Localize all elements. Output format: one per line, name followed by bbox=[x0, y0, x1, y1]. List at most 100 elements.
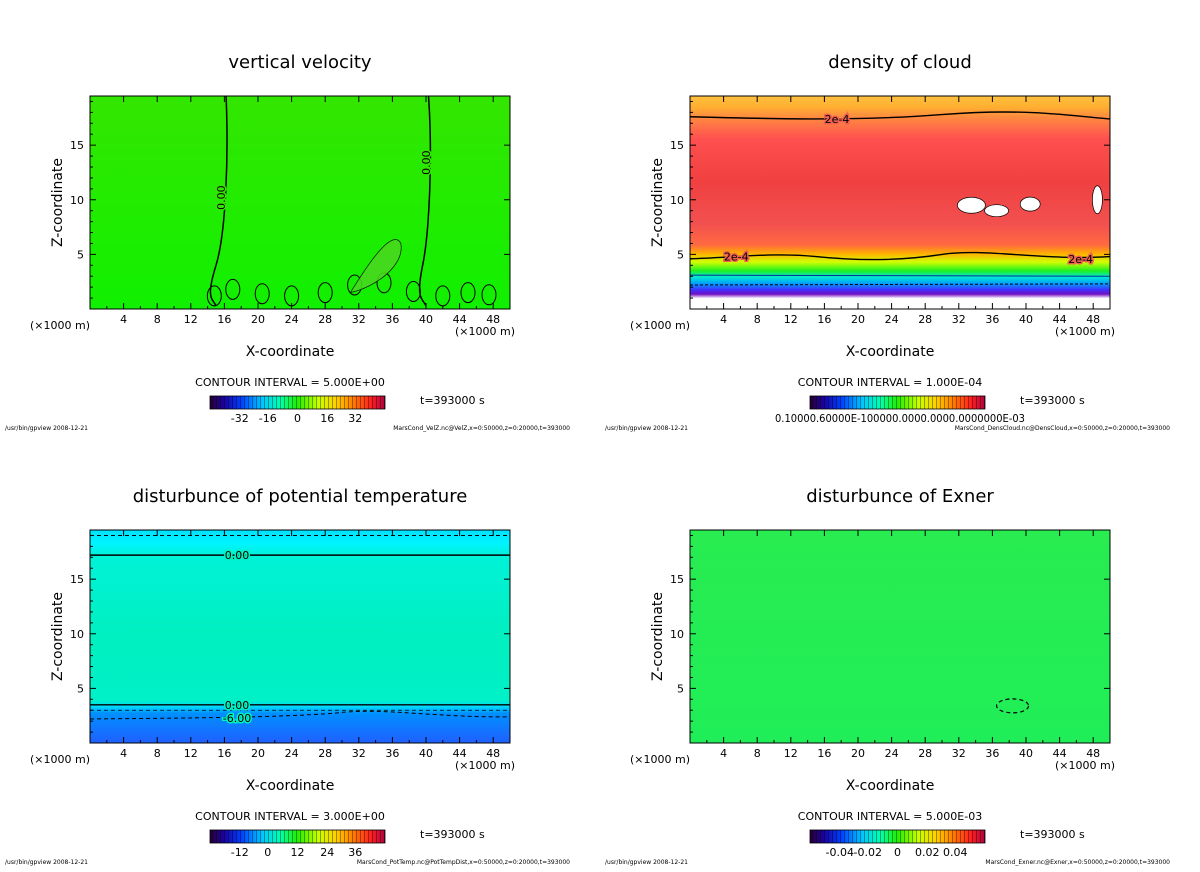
y-tick-label: 10 bbox=[670, 628, 684, 641]
cloud-gap bbox=[957, 196, 986, 214]
x-tick-label: 20 bbox=[251, 313, 265, 326]
x-tick-label: 8 bbox=[754, 313, 761, 326]
x-tick-label: 24 bbox=[285, 747, 299, 760]
x-tick-label: 4 bbox=[120, 313, 127, 326]
x-tick-label: 4 bbox=[720, 313, 727, 326]
colorbar-frame bbox=[809, 395, 986, 410]
time-label: t=393000 s bbox=[1020, 828, 1085, 841]
y-tick-label: 15 bbox=[70, 139, 84, 152]
contour-label: 0.00 bbox=[225, 699, 250, 712]
x-axis-label: X-coordinate bbox=[246, 778, 335, 794]
contour-blob bbox=[435, 285, 451, 307]
colorbar-tick-label: 0 bbox=[294, 412, 301, 425]
contour-blob bbox=[317, 282, 333, 304]
y-tick-label: 10 bbox=[670, 194, 684, 207]
x-tick-label: 8 bbox=[754, 747, 761, 760]
y-tick-label: 10 bbox=[70, 194, 84, 207]
x-tick-label: 28 bbox=[318, 313, 332, 326]
y-axis-label: Z-coordinate bbox=[650, 158, 666, 247]
x-tick-label: 36 bbox=[385, 747, 399, 760]
contour-label: -6.00 bbox=[223, 712, 251, 725]
x-tick-label: 36 bbox=[985, 747, 999, 760]
footer-right: MarsCond_DensCloud.nc@DensCloud,x=0:5000… bbox=[955, 425, 1170, 432]
x-tick-label: 44 bbox=[1053, 747, 1067, 760]
x-tick-label: 12 bbox=[784, 313, 798, 326]
x-tick-label: 48 bbox=[1086, 747, 1100, 760]
colorbar-tick-label: 12 bbox=[291, 846, 305, 859]
y-axis-label: Z-coordinate bbox=[50, 592, 66, 681]
x-tick-label: 28 bbox=[918, 747, 932, 760]
contour-line bbox=[689, 274, 1111, 277]
x-tick-label: 16 bbox=[217, 747, 231, 760]
x-unit-label-right: (×1000 m) bbox=[455, 325, 515, 338]
colorbar-tick-label: 36 bbox=[348, 846, 362, 859]
contour-blob bbox=[460, 282, 476, 304]
x-tick-label: 8 bbox=[154, 747, 161, 760]
y-tick-label: 5 bbox=[77, 682, 84, 695]
colorbar-tick-label: -12 bbox=[231, 846, 249, 859]
y-tick-label: 15 bbox=[70, 573, 84, 586]
x-tick-label: 20 bbox=[251, 747, 265, 760]
x-tick-label: 32 bbox=[352, 747, 366, 760]
contour-label: 2e-4 bbox=[1068, 253, 1093, 266]
contour-label: 2e-4 bbox=[724, 251, 749, 264]
colorbar-frame bbox=[209, 395, 386, 410]
footer-left: /usr/bin/gpview 2008-12-21 bbox=[605, 425, 688, 432]
x-tick-label: 12 bbox=[784, 747, 798, 760]
chart-title: disturbunce of potential temperature bbox=[133, 486, 468, 507]
contour-line bbox=[209, 95, 228, 307]
x-tick-label: 16 bbox=[217, 313, 231, 326]
colorbar-tick-label: -32 bbox=[231, 412, 249, 425]
footer-right: MarsCond_VelZ.nc@VelZ,x=0:50000,z=0:2000… bbox=[393, 425, 570, 432]
x-axis-label: X-coordinate bbox=[846, 778, 935, 794]
heatmap-field bbox=[690, 530, 1110, 743]
contour-interval: CONTOUR INTERVAL = 3.000E+00 bbox=[195, 810, 385, 823]
colorbar-tick-label: -0.04 bbox=[826, 846, 854, 859]
x-tick-label: 44 bbox=[1053, 313, 1067, 326]
contour-line bbox=[689, 111, 1111, 120]
cloud-gap bbox=[1092, 185, 1103, 215]
colorbar-frame bbox=[809, 829, 986, 844]
colorbar-tick-label: 0 bbox=[894, 846, 901, 859]
chart-title: vertical velocity bbox=[228, 52, 372, 73]
x-tick-label: 12 bbox=[184, 313, 198, 326]
x-tick-label: 24 bbox=[885, 313, 899, 326]
x-tick-label: 12 bbox=[184, 747, 198, 760]
colorbar-tick-label: 24 bbox=[320, 846, 334, 859]
heatmap-field bbox=[690, 96, 1110, 309]
contour-label: 2e-4 bbox=[825, 113, 850, 126]
contour-interval: CONTOUR INTERVAL = 1.000E-04 bbox=[798, 376, 982, 389]
x-unit-label-right: (×1000 m) bbox=[1055, 325, 1115, 338]
x-tick-label: 32 bbox=[952, 747, 966, 760]
footer-left: /usr/bin/gpview 2008-12-21 bbox=[605, 859, 688, 866]
contour-interval: CONTOUR INTERVAL = 5.000E+00 bbox=[195, 376, 385, 389]
contour-blob bbox=[225, 278, 241, 300]
colorbar-frame bbox=[209, 829, 386, 844]
x-tick-label: 24 bbox=[885, 747, 899, 760]
x-tick-label: 40 bbox=[1019, 313, 1033, 326]
heatmap-field bbox=[90, 96, 510, 309]
contour-line bbox=[418, 95, 432, 307]
x-tick-label: 44 bbox=[453, 313, 467, 326]
y-axis-label: Z-coordinate bbox=[650, 592, 666, 681]
x-tick-label: 28 bbox=[318, 747, 332, 760]
contour-blob bbox=[995, 698, 1030, 714]
x-tick-label: 24 bbox=[285, 313, 299, 326]
x-tick-label: 8 bbox=[154, 313, 161, 326]
x-tick-label: 32 bbox=[352, 313, 366, 326]
chart-title: density of cloud bbox=[828, 52, 972, 73]
x-unit-label-right: (×1000 m) bbox=[455, 759, 515, 772]
x-tick-label: 20 bbox=[851, 313, 865, 326]
y-tick-label: 5 bbox=[677, 248, 684, 261]
colorbar-tick-label: 0.02 bbox=[915, 846, 940, 859]
time-label: t=393000 s bbox=[420, 394, 485, 407]
plot-frame bbox=[689, 529, 1111, 744]
x-tick-label: 44 bbox=[453, 747, 467, 760]
x-axis-label: X-coordinate bbox=[246, 344, 335, 360]
footer-right: MarsCond_Exner.nc@Exner,x=0:50000,z=0:20… bbox=[985, 859, 1170, 866]
cloud-gap bbox=[1019, 196, 1041, 212]
plot-frame bbox=[89, 529, 511, 744]
